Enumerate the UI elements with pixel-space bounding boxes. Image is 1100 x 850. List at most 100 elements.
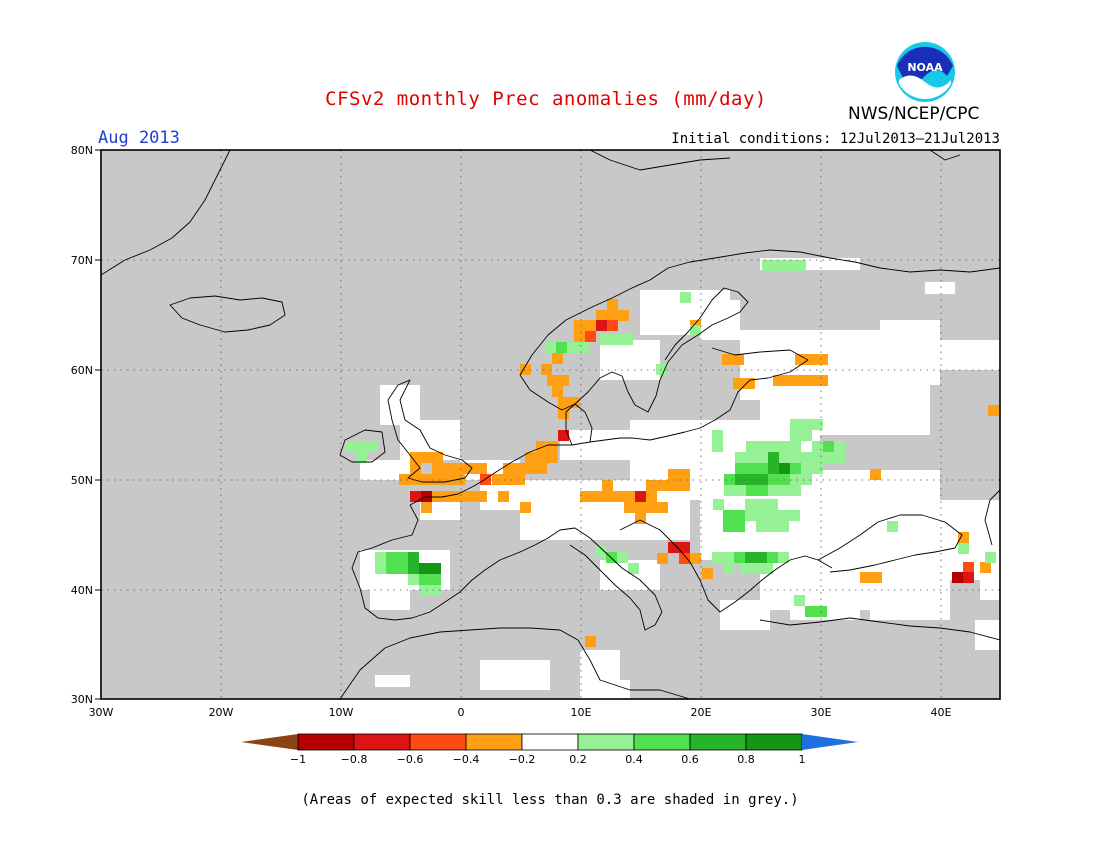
lon-tick-40e: 40E xyxy=(931,706,952,719)
initial-conditions-label: Initial conditions: 12Jul2013–21Jul2013 xyxy=(671,131,1000,147)
anomaly-cell xyxy=(779,441,790,452)
anomaly-cell xyxy=(410,474,421,485)
anomaly-cell xyxy=(768,452,779,463)
anomaly-cell xyxy=(432,491,443,502)
anomaly-cell xyxy=(547,452,558,463)
anomaly-cell xyxy=(723,563,734,574)
anomaly-cell xyxy=(733,354,744,365)
anomaly-cell xyxy=(520,364,531,375)
lon-axis: 30W 20W 10W 0 10E 20E 30E 40E xyxy=(89,706,952,719)
legend-label-m02: −0.2 xyxy=(509,753,536,766)
anomaly-cell xyxy=(656,364,667,375)
anomaly-cell xyxy=(702,568,713,579)
anomaly-cell xyxy=(574,320,585,331)
anomaly-cell xyxy=(779,474,790,485)
anomaly-cell xyxy=(421,452,432,463)
anomaly-cell xyxy=(980,562,991,573)
anomaly-cell xyxy=(817,375,828,386)
anomaly-cell xyxy=(817,354,828,365)
anomaly-cell xyxy=(790,452,801,463)
anomaly-cell xyxy=(607,310,618,321)
anomaly-cell xyxy=(476,491,487,502)
anomaly-cell xyxy=(773,375,784,386)
anomaly-cell xyxy=(778,521,789,532)
anomaly-cell xyxy=(724,474,735,485)
anomaly-cell xyxy=(746,474,757,485)
anomaly-cell xyxy=(722,354,733,365)
legend-label-m08: −0.8 xyxy=(341,753,368,766)
anomaly-cell xyxy=(789,510,800,521)
anomaly-cell xyxy=(558,408,569,419)
anomaly-cell xyxy=(356,452,367,463)
anomaly-cell xyxy=(624,491,635,502)
anomaly-cell xyxy=(784,260,795,271)
anomaly-cell xyxy=(585,636,596,647)
anomaly-cell xyxy=(795,260,806,271)
anomaly-cell xyxy=(756,521,767,532)
anomaly-cell xyxy=(607,320,618,331)
anomaly-cell xyxy=(492,474,503,485)
anomaly-cell xyxy=(963,572,974,583)
anomaly-cell xyxy=(767,499,778,510)
neutral-cell xyxy=(520,510,600,540)
anomaly-cell xyxy=(757,485,768,496)
anomaly-cell xyxy=(756,510,767,521)
anomaly-cell xyxy=(410,452,421,463)
anomaly-cell xyxy=(768,463,779,474)
anomaly-cell xyxy=(408,574,419,585)
anomaly-cell xyxy=(386,563,397,574)
neutral-cell xyxy=(380,385,420,425)
anomaly-cell xyxy=(602,480,613,491)
anomaly-cell xyxy=(778,552,789,563)
anomaly-cell xyxy=(680,292,691,303)
legend-label-p06: 0.6 xyxy=(681,753,699,766)
anomaly-cell xyxy=(801,474,812,485)
legend-color-box xyxy=(297,733,355,751)
anomaly-cell xyxy=(668,542,679,553)
lat-tick-30n: 30N xyxy=(71,693,93,706)
anomaly-cell xyxy=(985,552,996,563)
anomaly-cell xyxy=(399,474,410,485)
coastlines xyxy=(101,150,1000,699)
anomaly-cell xyxy=(419,574,430,585)
anomaly-cell xyxy=(723,552,734,563)
lon-tick-20e: 20E xyxy=(691,706,712,719)
anomaly-cell xyxy=(823,452,834,463)
anomaly-cell xyxy=(547,441,558,452)
anomaly-cell xyxy=(574,331,585,342)
anomaly-cell xyxy=(536,463,547,474)
anomaly-cell xyxy=(476,463,487,474)
anomaly-cell xyxy=(552,386,563,397)
anomaly-cell xyxy=(746,452,757,463)
anomaly-cell xyxy=(860,572,871,583)
anomaly-cell xyxy=(779,463,790,474)
agency-label: NWS/NCEP/CPC xyxy=(848,104,980,124)
anomaly-cell xyxy=(713,499,724,510)
anomaly-cell xyxy=(569,397,580,408)
anomaly-cell xyxy=(887,521,898,532)
anomaly-cell xyxy=(617,552,628,563)
anomaly-cell xyxy=(419,585,430,596)
anomaly-cell xyxy=(421,502,432,513)
anomaly-cell xyxy=(657,502,668,513)
anomaly-cell xyxy=(735,485,746,496)
anomaly-cell xyxy=(712,441,723,452)
legend-arrow-wet xyxy=(802,734,858,750)
anomaly-cell xyxy=(806,354,817,365)
anomaly-cell xyxy=(375,563,386,574)
anomaly-cell xyxy=(635,513,646,524)
legend-label-p04: 0.4 xyxy=(625,753,643,766)
color-legend: −1 −0.8 −0.6 −0.4 −0.2 0.2 0.4 0.6 0.8 1 xyxy=(241,733,858,766)
anomaly-cell xyxy=(790,419,801,430)
anomaly-cell xyxy=(958,543,969,554)
anomaly-cell xyxy=(690,325,701,336)
anomaly-cell xyxy=(552,353,563,364)
anomaly-cell xyxy=(745,499,756,510)
anomaly-cell xyxy=(790,430,801,441)
anomaly-cell xyxy=(525,463,536,474)
anomaly-cell xyxy=(635,502,646,513)
anomaly-cell xyxy=(735,463,746,474)
anomaly-cell xyxy=(668,480,679,491)
anomaly-cell xyxy=(432,474,443,485)
anomaly-cell xyxy=(834,452,845,463)
